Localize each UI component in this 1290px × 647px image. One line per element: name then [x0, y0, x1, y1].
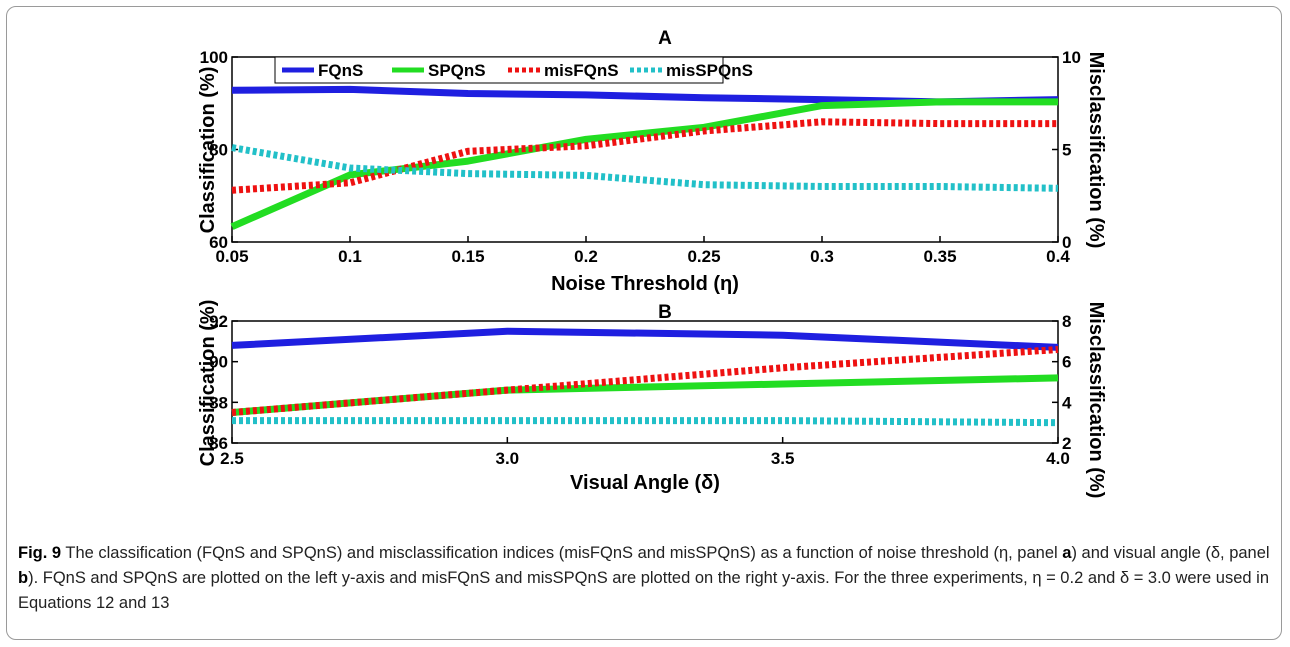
x-tick-label: 0.1: [338, 247, 362, 266]
panel-a-series: [230, 85, 1059, 230]
y-tick-label: 60: [209, 233, 228, 252]
y2-tick-label: 4: [1062, 393, 1072, 412]
panel-a-plot-area: [231, 56, 1059, 243]
panel-a-x-ticks: 0.05 0.1 0.15 0.2 0.25 0.3 0.35 0.4: [215, 236, 1070, 266]
y2-tick-label: 8: [1062, 312, 1071, 331]
y-tick-label: 90: [209, 353, 228, 372]
y2-tick-label: 5: [1062, 141, 1071, 160]
caption-text-2: ) and visual angle (δ, panel: [1071, 544, 1270, 562]
panel-b-y-ticks: 86 88 90 92: [209, 312, 238, 453]
x-tick-label: 0.4: [1046, 247, 1070, 266]
panel-b-plot-area: [231, 320, 1059, 444]
x-tick-label: 0.3: [810, 247, 834, 266]
panel-a-x-axis-label: Noise Threshold (η): [551, 273, 739, 295]
panel-a-legend: FQnS SPQnS misFQnS misSPQnS: [274, 56, 753, 84]
y2-tick-label: 2: [1062, 434, 1071, 453]
caption-panel-a-ref: a: [1062, 544, 1072, 562]
panel-a-y-axis-label: Classification (%): [197, 67, 219, 234]
panel-b-y2-ticks: 2 4 6 8: [1052, 312, 1072, 453]
y2-tick-label: 10: [1062, 48, 1081, 67]
series-line-misfqns: [231, 346, 1059, 416]
panel-b-title: B: [658, 302, 672, 323]
caption-fig-label: Fig. 9: [18, 544, 62, 562]
caption-panel-b-ref: b: [18, 569, 29, 587]
x-tick-label: 0.15: [451, 247, 484, 266]
y-tick-label: 88: [209, 393, 228, 412]
panel-a-y2-axis-label: Misclassification (%): [1085, 52, 1107, 249]
series-line-fqns: [231, 327, 1059, 351]
x-tick-label: 3.0: [496, 449, 520, 468]
x-tick-label: 0.05: [215, 247, 248, 266]
legend-label-misspqns: misSPQnS: [666, 61, 753, 80]
y2-tick-label: 0: [1062, 233, 1071, 252]
series-line-misspqns: [231, 144, 1059, 192]
y2-tick-label: 6: [1062, 353, 1071, 372]
x-tick-label: 0.35: [923, 247, 956, 266]
panel-a-y-ticks: 60 80 100: [200, 48, 238, 252]
series-line-spqns: [230, 98, 1058, 230]
x-tick-label: 0.2: [574, 247, 598, 266]
panel-b-series: [231, 327, 1059, 427]
panel-a-title: A: [658, 28, 672, 49]
y-tick-label: 86: [209, 434, 228, 453]
caption-text-3: ). FQnS and SPQnS are plotted on the lef…: [18, 569, 1270, 612]
y-tick-label: 92: [209, 312, 228, 331]
figure-frame: [6, 6, 1282, 640]
x-tick-label: 0.25: [687, 247, 720, 266]
x-tick-label: 2.5: [220, 449, 244, 468]
legend-label-spqns: SPQnS: [428, 61, 486, 80]
panel-b-x-axis-label: Visual Angle (δ): [570, 472, 720, 494]
x-tick-label: 4.0: [1046, 449, 1070, 468]
legend-label-fqns: FQnS: [318, 61, 363, 80]
legend-box: [274, 56, 724, 84]
caption-text-1: The classification (FQnS and SPQnS) and …: [61, 544, 1063, 562]
panel-b-y2-axis-label: Misclassification (%): [1085, 302, 1107, 499]
panel-b: B 2.5 3.0 3.5 4.0 86 88 90 92 2 4 6 8 Visual Angl…: [197, 300, 1107, 499]
figure-caption: Fig. 9 The classification (FQnS and SPQn…: [18, 541, 1270, 616]
x-tick-label: 3.5: [771, 449, 795, 468]
series-line-spqns: [231, 374, 1059, 416]
panel-b-y-axis-label: Classification (%): [197, 300, 219, 467]
series-line-misfqns: [231, 118, 1058, 194]
panel-a-y2-ticks: 0 5 10: [1052, 48, 1081, 252]
y-tick-label: 80: [209, 141, 228, 160]
panel-b-x-ticks: 2.5 3.0 3.5 4.0: [220, 437, 1070, 468]
y-tick-label: 100: [200, 48, 228, 67]
legend-label-misfqns: misFQnS: [544, 61, 619, 80]
series-line-misspqns: [232, 417, 1059, 427]
